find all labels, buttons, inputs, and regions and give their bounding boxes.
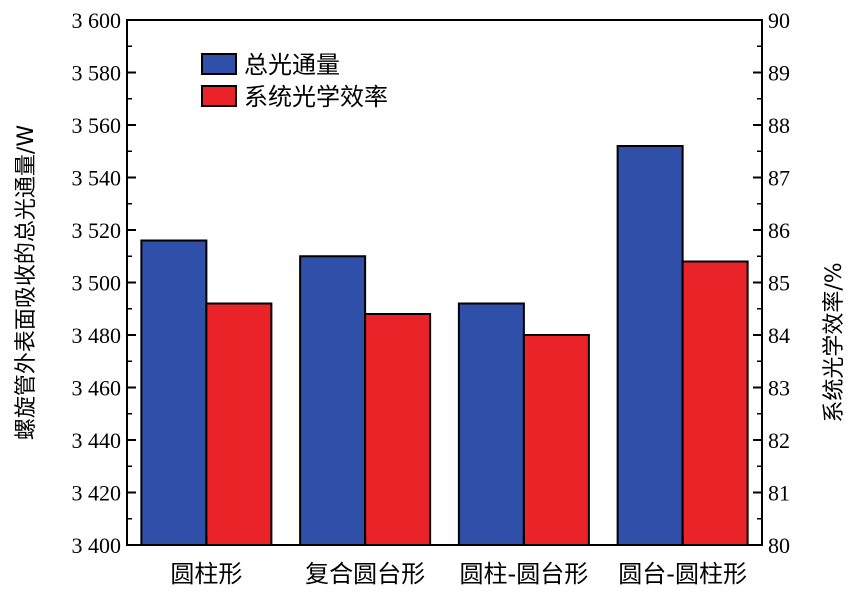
right-tick-label: 82 xyxy=(768,428,790,453)
right-tick-label: 80 xyxy=(768,533,790,558)
x-tick-label: 圆台-圆柱形 xyxy=(618,560,747,588)
left-tick-label: 3 580 xyxy=(72,61,122,86)
bar-efficiency xyxy=(681,260,749,546)
x-tick-label: 复合圆台形 xyxy=(305,560,425,588)
bar-flux xyxy=(140,239,208,546)
bar-efficiency xyxy=(364,313,432,546)
bar-flux xyxy=(616,145,684,546)
legend-label: 总光通量 xyxy=(244,51,340,79)
left-tick-label: 3 520 xyxy=(72,218,122,243)
left-tick-label: 3 600 xyxy=(72,8,122,33)
legend-swatch xyxy=(201,53,237,75)
left-tick-label: 3 420 xyxy=(72,481,122,506)
legend-swatch xyxy=(201,85,237,107)
bars-layer xyxy=(140,145,749,546)
right-tick-label: 87 xyxy=(768,166,790,191)
x-tick-label: 圆柱形 xyxy=(170,560,242,588)
right-tick-label: 85 xyxy=(768,271,790,296)
left-axis: 3 400 3 420 3 440 3 460 3 480 3 500 3 520 3 540… xyxy=(72,8,136,558)
left-tick-label: 3 400 xyxy=(72,533,122,558)
bar-efficiency xyxy=(205,302,273,546)
right-tick-label: 84 xyxy=(768,323,790,348)
left-tick-label: 3 480 xyxy=(72,323,122,348)
right-tick-label: 83 xyxy=(768,376,790,401)
x-axis: 圆柱形 复合圆台形 圆柱-圆台形 圆台-圆柱形 xyxy=(170,536,747,588)
legend-label: 系统光学效率 xyxy=(244,83,388,111)
right-tick-label: 90 xyxy=(768,8,790,33)
bar-flux xyxy=(457,302,525,546)
right-tick-label: 88 xyxy=(768,113,790,138)
right-tick-label: 89 xyxy=(768,61,790,86)
left-tick-label: 3 560 xyxy=(72,113,122,138)
right-tick-label: 86 xyxy=(768,218,790,243)
bar-efficiency xyxy=(522,334,590,546)
bar-flux xyxy=(299,255,367,546)
left-tick-label: 3 500 xyxy=(72,271,122,296)
y-axis-title-right: 系统光学效率/% xyxy=(822,262,847,422)
left-tick-label: 3 460 xyxy=(72,376,122,401)
y-axis-title-left: 螺旋管外表面吸收的总光通量/W xyxy=(14,125,39,440)
x-tick-label: 圆柱-圆台形 xyxy=(460,560,589,588)
left-tick-label: 3 540 xyxy=(72,166,122,191)
left-tick-label: 3 440 xyxy=(72,428,122,453)
right-axis: 80 81 82 83 84 85 86 87 88 89 90 xyxy=(753,8,790,558)
right-tick-label: 81 xyxy=(768,481,790,506)
